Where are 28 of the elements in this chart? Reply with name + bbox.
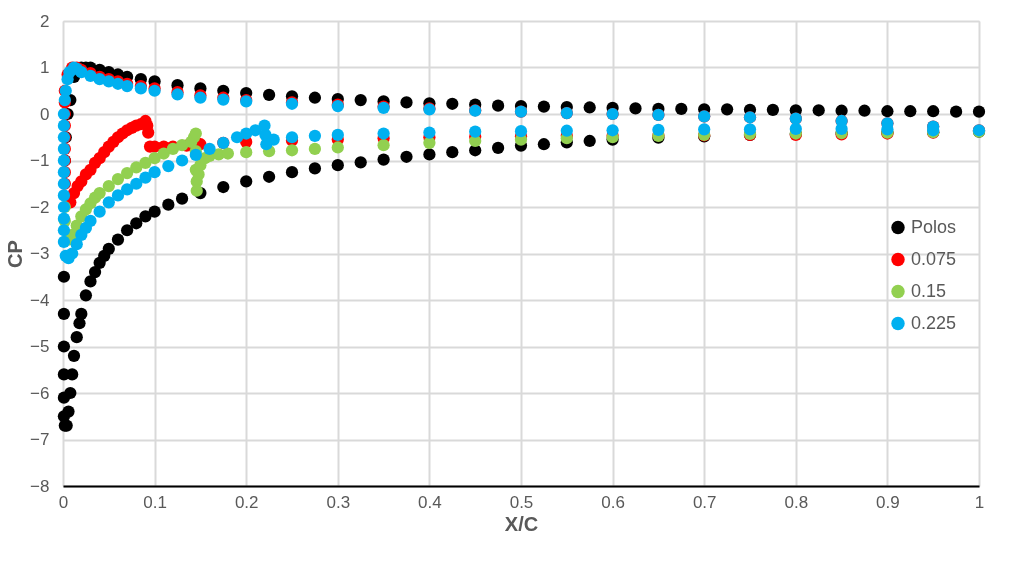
x-axis-title: X/C <box>504 512 539 535</box>
y-axis-title: CP <box>4 240 27 268</box>
x-tick-label: 0.5 <box>509 492 534 512</box>
y-tick-label: −8 <box>30 476 50 496</box>
y-tick-label: −3 <box>30 244 50 263</box>
y-tick-label: −7 <box>30 430 50 449</box>
legend-label: 0.225 <box>911 312 957 333</box>
x-tick-label: 0.2 <box>234 492 259 512</box>
y-tick-label: −4 <box>30 290 50 310</box>
x-tick-label: 1 <box>974 492 985 512</box>
y-tick-label: 0 <box>40 104 50 124</box>
y-tick-label: −2 <box>30 197 50 217</box>
y-tick-label: 1 <box>40 58 50 77</box>
x-tick-label: 0.9 <box>876 492 900 512</box>
y-tick-label: −1 <box>30 151 50 170</box>
x-tick-label: 0.8 <box>784 492 809 512</box>
legend-label: 0.15 <box>911 280 947 301</box>
legend-label: 0.075 <box>911 248 957 269</box>
y-tick-label: −5 <box>30 337 50 356</box>
y-tick-label: 2 <box>40 11 50 31</box>
x-tick-label: 0.6 <box>601 492 625 512</box>
x-tick-label: 0.1 <box>143 492 167 512</box>
legend-label: Polos <box>911 216 957 237</box>
x-tick-label: 0.3 <box>326 492 351 512</box>
x-tick-label: 0.4 <box>418 492 442 512</box>
x-tick-label: 0 <box>58 492 69 512</box>
y-tick-label: −6 <box>30 383 50 403</box>
x-tick-label: 0.7 <box>692 492 717 512</box>
